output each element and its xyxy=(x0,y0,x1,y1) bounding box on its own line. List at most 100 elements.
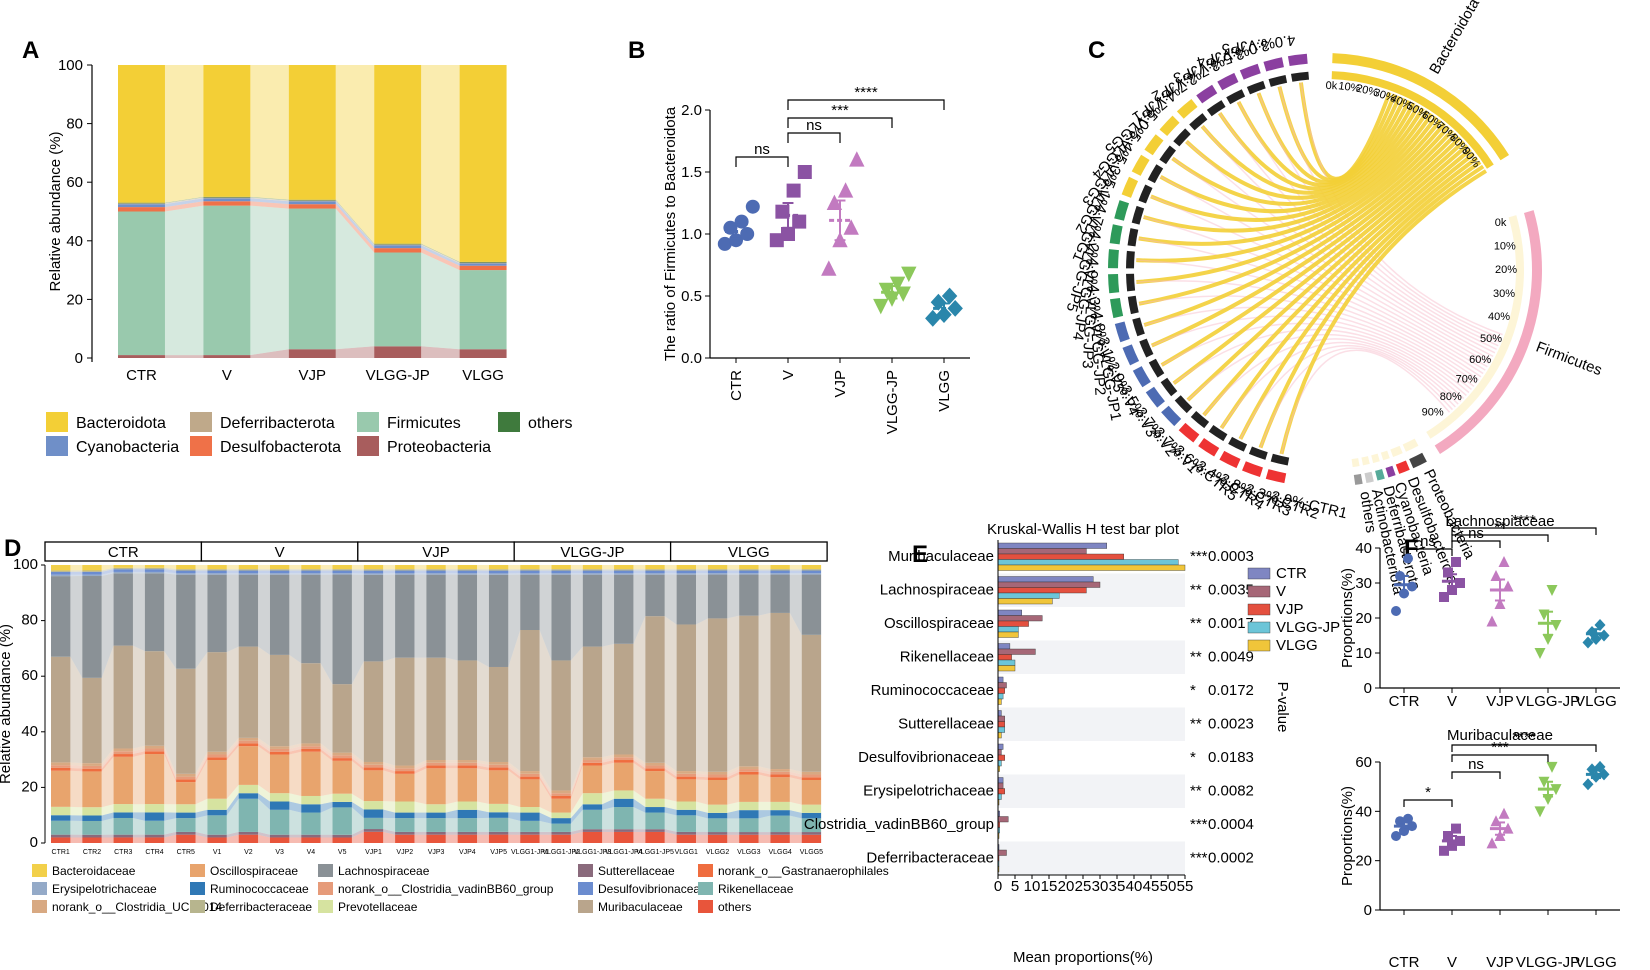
bar-segment-ruminococcaceae xyxy=(582,804,603,810)
bar-connector xyxy=(727,615,740,772)
bar-segment-norank-o-clostridia-ucg-014 xyxy=(207,751,227,755)
x-tick-label: VLGG1-JP5 xyxy=(636,849,674,856)
bar-oscillospiraceae-vjp xyxy=(997,620,1029,627)
bar-segment-norank-o-gastranaerophilales xyxy=(520,776,540,780)
scale-label: 20% xyxy=(1495,264,1517,276)
bar-vlgg-jp-bacteroidota xyxy=(374,65,422,244)
data-point-ctr xyxy=(1399,826,1409,837)
significance-stars: * xyxy=(1190,749,1196,766)
bar-connector xyxy=(195,565,208,570)
y-tick-label: 40 xyxy=(66,233,83,250)
bar-connector xyxy=(758,574,771,616)
bar-connector xyxy=(602,760,615,766)
x-tick-label: VLGG-JP xyxy=(366,367,430,384)
bar-segment-ruminococcaceae xyxy=(676,809,696,816)
bar-connector xyxy=(477,762,489,768)
bar-segment-rikenellaceae xyxy=(551,823,571,832)
x-tick-label: V2 xyxy=(244,849,253,856)
bar-segment-erysipelotrichaceae xyxy=(269,573,290,575)
bar-connector xyxy=(195,798,208,813)
legend-label-proteobacteria: Proteobacteria xyxy=(387,439,491,456)
bar-segment-desulfovibrionaceae xyxy=(739,570,759,574)
bar-connector xyxy=(164,571,177,575)
significance-label: ns xyxy=(1468,525,1484,542)
bar-segment-prevotellaceae xyxy=(520,807,540,813)
y-tick-label: 10 xyxy=(1355,645,1372,662)
bar-connector xyxy=(508,761,521,774)
bar-connector xyxy=(70,834,83,838)
bar-segment-norank-o-gastranaerophilales xyxy=(801,777,822,781)
bar-segment-sutterellaceae xyxy=(520,831,540,835)
chord-link xyxy=(1203,338,1462,416)
x-tick-label: VLGG4 xyxy=(768,849,791,856)
bar-segment-erysipelotrichaceae xyxy=(363,573,384,575)
bar-segment-desulfovibrionaceae xyxy=(395,570,415,574)
legend-swatch-proteobacteria xyxy=(357,436,379,456)
bar-connector xyxy=(664,768,677,780)
bar-connector xyxy=(70,767,83,772)
bar-connector xyxy=(602,831,615,843)
legend-label-vlgg-jp: VLGG-JP xyxy=(1276,619,1340,636)
bar-connector xyxy=(602,573,615,575)
p-value: 0.0017 xyxy=(1208,615,1254,632)
bar-connector xyxy=(132,745,145,752)
data-point-vjp xyxy=(826,194,843,210)
chord-link xyxy=(1171,107,1425,206)
bar-segment-lachnospiraceae xyxy=(457,574,478,661)
panel-letter-d: D xyxy=(4,535,21,562)
chord-link xyxy=(1143,306,1475,387)
bar-segment-lachnospiraceae xyxy=(176,574,196,669)
bar-connector xyxy=(70,820,83,835)
chord-link xyxy=(1143,216,1486,371)
bar-connector xyxy=(633,757,646,769)
bar-segment-bacteroidaceae xyxy=(144,565,165,568)
bar-connector xyxy=(570,760,583,796)
bar-connector xyxy=(320,663,333,753)
chord-link xyxy=(1173,328,1467,397)
bar-segment-ruminococcaceae xyxy=(301,804,321,813)
bar-connector xyxy=(226,574,239,653)
bar-vjp-proteobacteria xyxy=(288,349,336,358)
bar-segment-norank-o-clostridia-vadinbb60-group xyxy=(801,774,822,778)
bar-connector xyxy=(789,777,802,805)
bar-segment-oscillospiraceae xyxy=(582,765,603,794)
bar-segment-norank-o-clostridia-ucg-014 xyxy=(395,765,415,769)
bar-segment-norank-o-clostridia-ucg-014 xyxy=(676,771,696,774)
bar-segment-oscillospiraceae xyxy=(176,782,196,805)
row-label: Deferribacteraceae xyxy=(866,849,994,866)
x-tick-label: V3 xyxy=(275,849,284,856)
bar-connector xyxy=(758,569,771,571)
bar-segment-sutterellaceae xyxy=(614,829,634,832)
panel-letter-c: C xyxy=(1088,37,1105,64)
bar-ctr-others xyxy=(118,202,165,204)
bar-segment-norank-o-clostridia-vadinbb60-group xyxy=(207,754,227,758)
bar-connector xyxy=(289,793,302,805)
area-connector-others xyxy=(250,196,289,201)
data-point-vjp xyxy=(1490,570,1502,581)
bar-segment-norank-o-gastranaerophilales xyxy=(176,779,196,783)
bar-connector xyxy=(664,765,677,777)
bar-segment-norank-o-clostridia-vadinbb60-group xyxy=(739,769,759,772)
bar-connector xyxy=(195,751,208,777)
bar-segment-sutterellaceae xyxy=(82,834,102,838)
area-connector-bacteroidota xyxy=(164,65,204,203)
bar-connector xyxy=(195,573,208,575)
legend-swatch-norank-o-gastranaerophilales xyxy=(698,864,713,877)
bar-segment-bacteroidaceae xyxy=(676,565,696,570)
bar-segment-norank-o-gastranaerophilales xyxy=(770,774,790,778)
chord-link xyxy=(1238,160,1482,440)
area-connector-others xyxy=(421,243,460,263)
taxon-inner-arc xyxy=(1390,445,1403,457)
bar-connector xyxy=(539,807,552,819)
bar-segment-muribaculaceae xyxy=(614,643,634,755)
legend-swatch-vlgg xyxy=(1247,639,1271,652)
x-tick-label: VJP3 xyxy=(428,849,445,856)
bar-v-bacteroidota xyxy=(203,65,251,197)
bar-segment-oscillospiraceae xyxy=(363,770,384,802)
x-tick-label: 35 xyxy=(1109,878,1126,895)
bar-connector xyxy=(695,771,708,775)
bar-connector xyxy=(101,817,114,835)
bar-vjp-cyanobacteria xyxy=(288,201,336,205)
bar-segment-muribaculaceae xyxy=(426,657,446,761)
bar-segment-oscillospiraceae xyxy=(739,774,759,802)
